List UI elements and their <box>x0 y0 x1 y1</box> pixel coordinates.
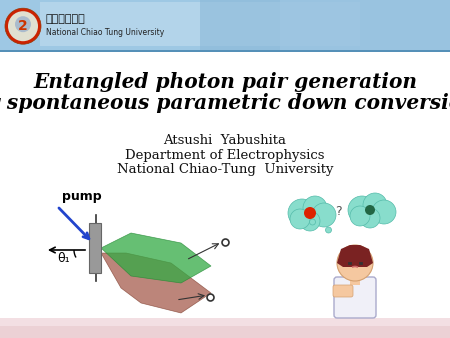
FancyBboxPatch shape <box>334 277 376 318</box>
Text: Entangled photon pair generation: Entangled photon pair generation <box>33 72 417 92</box>
Bar <box>40 2 360 46</box>
Text: 國立交通大學: 國立交通大學 <box>46 14 86 24</box>
Text: 2: 2 <box>18 19 28 33</box>
Bar <box>0 0 450 52</box>
Text: National Chiao Tung University: National Chiao Tung University <box>46 28 164 37</box>
Circle shape <box>350 206 370 226</box>
Text: Atsushi  Yabushita: Atsushi Yabushita <box>163 134 287 146</box>
FancyBboxPatch shape <box>333 285 353 297</box>
Text: pump: pump <box>62 190 102 203</box>
Circle shape <box>310 219 315 225</box>
Bar <box>200 0 450 52</box>
Polygon shape <box>337 245 373 267</box>
Bar <box>280 0 450 52</box>
Circle shape <box>290 209 310 229</box>
Bar <box>0 50 450 52</box>
Circle shape <box>312 203 336 227</box>
Bar <box>0 318 450 338</box>
Polygon shape <box>101 253 211 313</box>
Circle shape <box>365 205 375 215</box>
Circle shape <box>363 193 387 217</box>
Text: Department of Electrophysics: Department of Electrophysics <box>125 148 325 162</box>
Circle shape <box>360 208 380 228</box>
Circle shape <box>300 211 320 231</box>
Circle shape <box>348 196 376 224</box>
Circle shape <box>288 199 316 227</box>
Text: ?: ? <box>335 205 341 218</box>
Circle shape <box>372 200 396 224</box>
Bar <box>89 223 101 273</box>
Text: by spontaneous parametric down conversion: by spontaneous parametric down conversio… <box>0 93 450 113</box>
Circle shape <box>304 207 316 219</box>
Text: θ₁: θ₁ <box>57 252 70 265</box>
Text: National Chiao-Tung  University: National Chiao-Tung University <box>117 164 333 176</box>
Circle shape <box>15 16 31 32</box>
Bar <box>0 326 450 338</box>
Polygon shape <box>101 233 211 283</box>
Circle shape <box>337 245 373 281</box>
Bar <box>350 277 360 285</box>
Circle shape <box>8 11 38 41</box>
Circle shape <box>5 8 41 44</box>
Circle shape <box>303 196 327 220</box>
Circle shape <box>325 227 332 233</box>
